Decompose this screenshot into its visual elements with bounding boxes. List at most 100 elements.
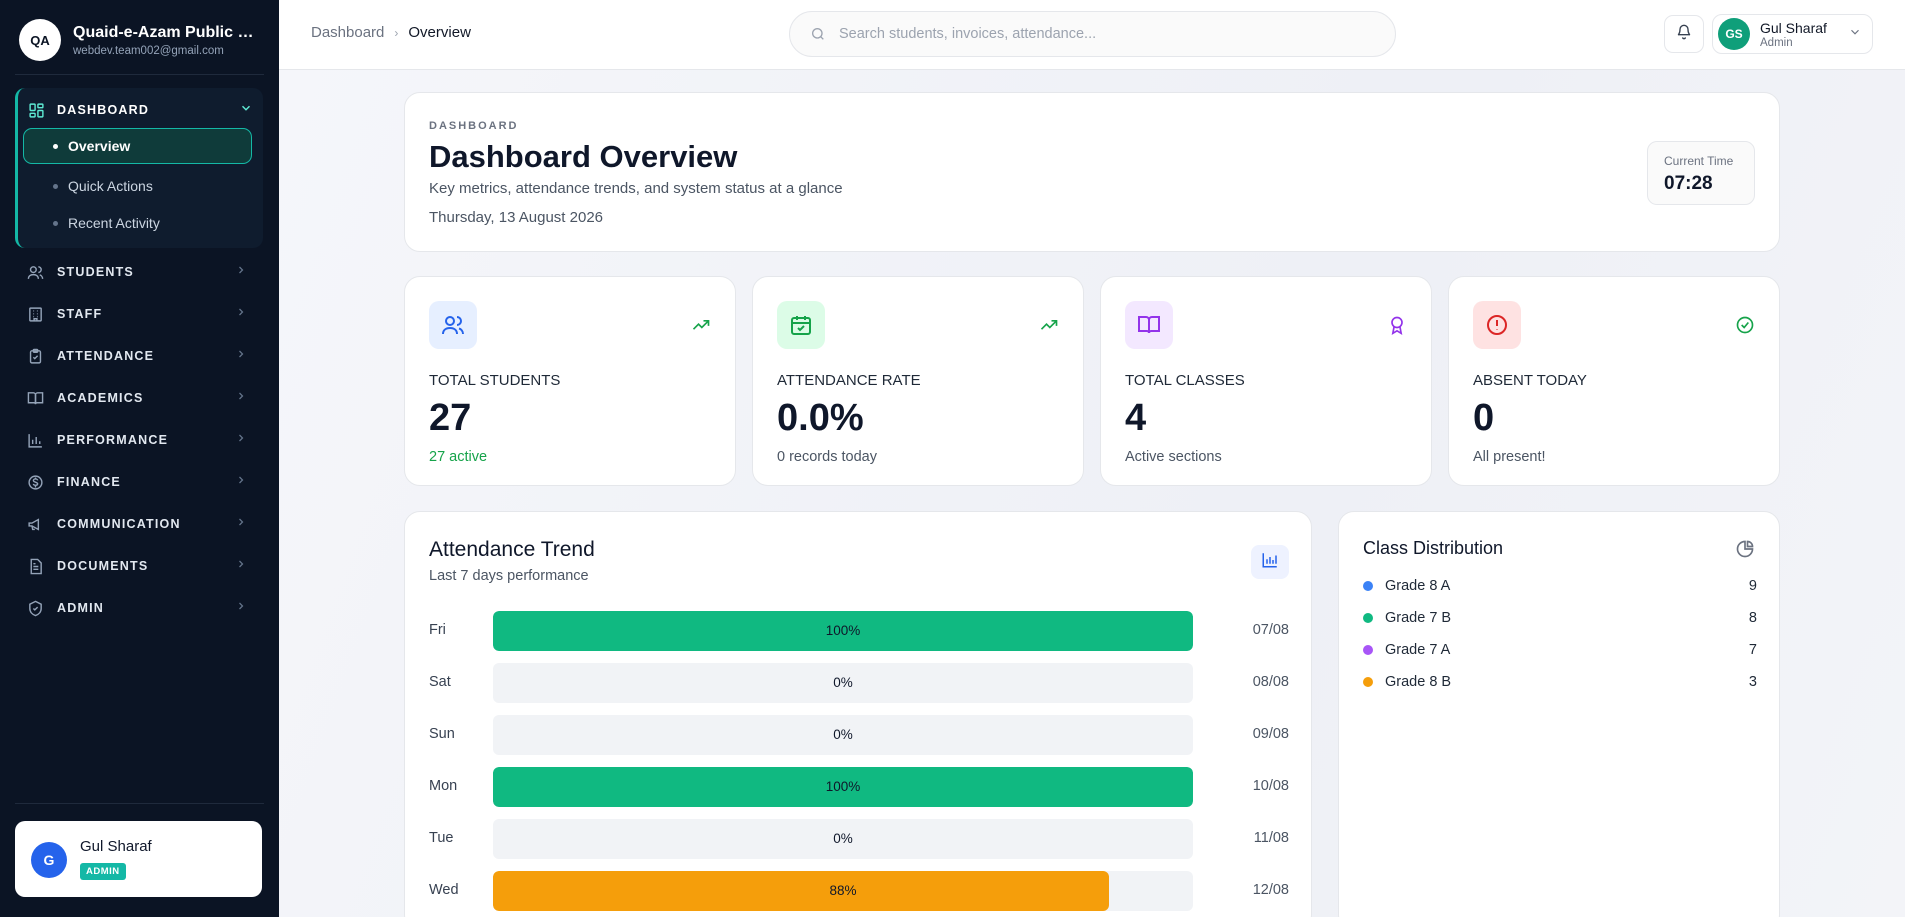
nav-item-finance[interactable]: FINANCE [27, 470, 247, 494]
class-count: 3 [1748, 674, 1757, 690]
class-row: Grade 8 A 9 [1363, 576, 1757, 596]
main-content: DASHBOARD Dashboard Overview Key metrics… [279, 70, 1905, 917]
hero-card: DASHBOARD Dashboard Overview Key metrics… [404, 92, 1780, 252]
nav-item-performance[interactable]: PERFORMANCE [27, 428, 247, 452]
trend-row-fri: Fri 100% 07/08 [429, 611, 1289, 651]
check-circle-icon [1735, 315, 1755, 340]
bullet-icon [53, 143, 58, 149]
sub-item-recent-activity[interactable]: Recent Activity [23, 205, 252, 241]
book-open-icon [1125, 301, 1173, 349]
nav-item-staff[interactable]: STAFF [27, 302, 247, 326]
bar-chart-icon [1261, 551, 1279, 574]
class-row: Grade 7 B 8 [1363, 608, 1757, 628]
bullet-icon [53, 220, 58, 226]
trend-bar-fill [493, 767, 1193, 807]
trend-bar-label: 88% [829, 883, 857, 898]
sub-item-label: Overview [68, 138, 131, 154]
attendance-trend-subtitle: Last 7 days performance [429, 568, 589, 584]
school-name: Quaid-e-Azam Public School [73, 23, 258, 41]
chevron-right-icon [235, 263, 247, 281]
chevron-right-icon [235, 431, 247, 449]
class-count: 9 [1748, 578, 1757, 594]
trend-day: Tue [429, 830, 454, 846]
stat-note: 27 active [429, 449, 488, 465]
bullet-icon [53, 183, 58, 189]
user-menu[interactable]: GS Gul Sharaf Admin [1712, 14, 1873, 54]
bar-chart-icon [27, 432, 44, 449]
breadcrumb-dashboard[interactable]: Dashboard [311, 24, 385, 41]
trend-day: Sat [429, 674, 451, 690]
stat-note: 0 records today [777, 449, 877, 465]
nav-label: ATTENDANCE [57, 349, 155, 363]
nav-item-students[interactable]: STUDENTS [27, 260, 247, 284]
trend-bar-track: 0% [493, 715, 1193, 755]
notifications-button[interactable] [1664, 15, 1704, 53]
stat-card-total-students[interactable]: TOTAL STUDENTS 27 27 active [404, 276, 736, 486]
trend-bar-label: 100% [825, 779, 861, 794]
chevron-right-icon [235, 305, 247, 323]
nav-item-academics[interactable]: ACADEMICS [27, 386, 247, 410]
nav-label: FINANCE [57, 475, 121, 489]
sub-item-quick-actions[interactable]: Quick Actions [23, 168, 252, 204]
trend-bar-track: 100% [493, 767, 1193, 807]
attendance-trend-title: Attendance Trend [429, 538, 595, 561]
trend-date: 10/08 [1252, 778, 1289, 794]
bell-icon [1676, 24, 1692, 45]
legend-dot [1363, 645, 1373, 655]
trend-bar-track: 88% [493, 871, 1193, 911]
sidebar-divider [15, 74, 264, 75]
award-icon [1387, 315, 1407, 340]
stat-value: 27 [429, 397, 472, 439]
class-row: Grade 7 A 7 [1363, 640, 1757, 660]
user-name: Gul Sharaf [1760, 19, 1827, 36]
document-icon [27, 558, 44, 575]
stat-card-total-classes[interactable]: TOTAL CLASSES 4 Active sections [1100, 276, 1432, 486]
clipboard-check-icon [27, 348, 44, 365]
nav-label: STUDENTS [57, 265, 134, 279]
trend-bar-label: 100% [825, 623, 861, 638]
stat-card-absent-today[interactable]: ABSENT TODAY 0 All present! [1448, 276, 1780, 486]
nav-item-admin[interactable]: ADMIN [27, 596, 247, 620]
class-count: 8 [1748, 610, 1757, 626]
dollar-icon [27, 474, 44, 491]
chevron-right-icon [235, 515, 247, 533]
nav-item-communication[interactable]: COMMUNICATION [27, 512, 247, 536]
stat-value: 0.0% [777, 397, 864, 439]
legend-dot [1363, 677, 1373, 687]
stat-label: TOTAL STUDENTS [429, 372, 561, 389]
sub-item-label: Recent Activity [68, 215, 160, 231]
sub-item-overview[interactable]: Overview [23, 128, 252, 164]
search-bar[interactable] [789, 11, 1396, 57]
topbar: Dashboard › Overview GS Gul Sharaf Admin [279, 0, 1905, 70]
book-icon [27, 390, 44, 407]
trending-up-icon [691, 315, 711, 340]
chevron-right-icon [235, 557, 247, 575]
nav-label: DOCUMENTS [57, 559, 149, 573]
trend-day: Sun [429, 726, 455, 742]
nav-item-dashboard[interactable]: DASHBOARD [28, 98, 253, 122]
trend-bar-fill [493, 871, 1109, 911]
stat-card-attendance-rate[interactable]: ATTENDANCE RATE 0.0% 0 records today [752, 276, 1084, 486]
nav-label: COMMUNICATION [57, 517, 181, 531]
legend-dot [1363, 613, 1373, 623]
stat-value: 0 [1473, 397, 1495, 439]
class-name: Grade 7 A [1385, 642, 1451, 658]
nav-label: ACADEMICS [57, 391, 144, 405]
breadcrumb-overview: Overview [408, 24, 471, 41]
school-logo: QA [19, 19, 61, 61]
trend-bar-fill [493, 611, 1193, 651]
trend-row-sat: Sat 0% 08/08 [429, 663, 1289, 703]
chart-toggle-button[interactable] [1251, 545, 1289, 579]
trend-date: 11/08 [1253, 830, 1289, 846]
brand[interactable]: QA Quaid-e-Azam Public School webdev.tea… [19, 19, 258, 61]
trend-bar-label: 0% [833, 727, 853, 742]
sidebar: QA Quaid-e-Azam Public School webdev.tea… [0, 0, 279, 917]
search-input[interactable] [839, 26, 1359, 42]
hero-kicker: DASHBOARD [429, 120, 519, 132]
trend-date: 07/08 [1252, 622, 1289, 638]
nav-label: STAFF [57, 307, 103, 321]
stat-note: Active sections [1125, 449, 1222, 465]
nav-item-documents[interactable]: DOCUMENTS [27, 554, 247, 578]
nav-item-attendance[interactable]: ATTENDANCE [27, 344, 247, 368]
sidebar-user-card[interactable]: G Gul Sharaf ADMIN [15, 821, 262, 897]
